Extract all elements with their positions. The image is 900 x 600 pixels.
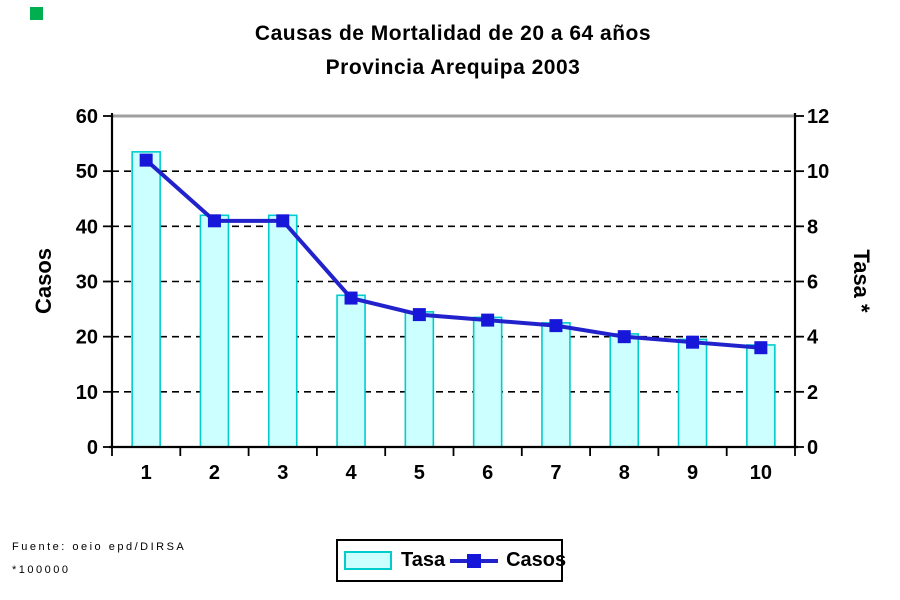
tasa-bar [609, 333, 640, 448]
right-axis-tick-label: 4 [807, 327, 819, 349]
tasa-bar [404, 311, 435, 448]
right-axis-tick-label: 10 [807, 161, 829, 183]
x-category-label: 7 [550, 462, 561, 484]
casos-marker [617, 330, 631, 344]
right-axis-tick-label: 12 [807, 106, 829, 128]
casos-line [144, 158, 762, 350]
left-axis-tick-label: 50 [76, 161, 98, 183]
tasa-bar [131, 151, 161, 448]
legend-box: Tasa Casos [336, 539, 567, 582]
tasa-bar [336, 294, 366, 448]
left-axis-tick-label: 10 [76, 382, 98, 404]
casos-marker [754, 341, 768, 355]
left-axis-tick-label: 40 [76, 216, 98, 238]
tasa-bar [267, 214, 298, 448]
rate-denominator-note: *100000 [12, 564, 71, 576]
legend-casos-label: Casos [506, 549, 567, 571]
tasa-bar [541, 322, 571, 448]
casos-marker [412, 308, 426, 322]
x-category-label: 4 [345, 462, 357, 484]
casos-marker [481, 313, 495, 327]
x-category-label: 3 [277, 462, 288, 484]
x-category-label: 5 [414, 462, 425, 484]
x-category-label: 8 [619, 462, 630, 484]
green-corner-square [30, 7, 43, 20]
left-axis-tick-label: 60 [76, 106, 98, 128]
casos-marker [139, 153, 153, 167]
left-axis-tick-label: 0 [87, 437, 98, 459]
casos-marker [276, 214, 290, 228]
chart-subtitle: Provincia Arequipa 2003 [325, 56, 581, 79]
source-note: Fuente: oeio epd/DIRSA [12, 541, 187, 553]
legend-square-marker-icon [467, 553, 482, 568]
legend-casos-line-icon [450, 553, 499, 568]
legend-tasa-swatch [344, 551, 392, 570]
right-axis-tick-label: 2 [807, 382, 818, 404]
casos-marker [207, 214, 221, 228]
chart-title: Causas de Mortalidad de 20 a 64 años [254, 22, 652, 45]
right-axis-tick-label: 8 [807, 216, 818, 238]
tasa-bar [472, 316, 503, 448]
casos-marker [549, 319, 563, 333]
left-axis-tick-label: 20 [76, 327, 98, 349]
tasa-bar [199, 214, 230, 448]
x-category-label: 6 [482, 462, 493, 484]
x-category-label: 1 [141, 462, 152, 484]
casos-marker [344, 291, 358, 305]
casos-marker [686, 335, 700, 349]
x-category-label: 9 [687, 462, 698, 484]
x-category-label: 2 [209, 462, 220, 484]
right-axis-tick-label: 0 [807, 437, 818, 459]
x-category-label: 10 [750, 462, 772, 484]
left-axis-tick-label: 30 [76, 272, 98, 294]
right-axis-tick-label: 6 [807, 272, 818, 294]
tasa-bar [677, 338, 708, 448]
tasa-bar [746, 344, 776, 448]
legend-tasa-label: Tasa [401, 549, 446, 571]
